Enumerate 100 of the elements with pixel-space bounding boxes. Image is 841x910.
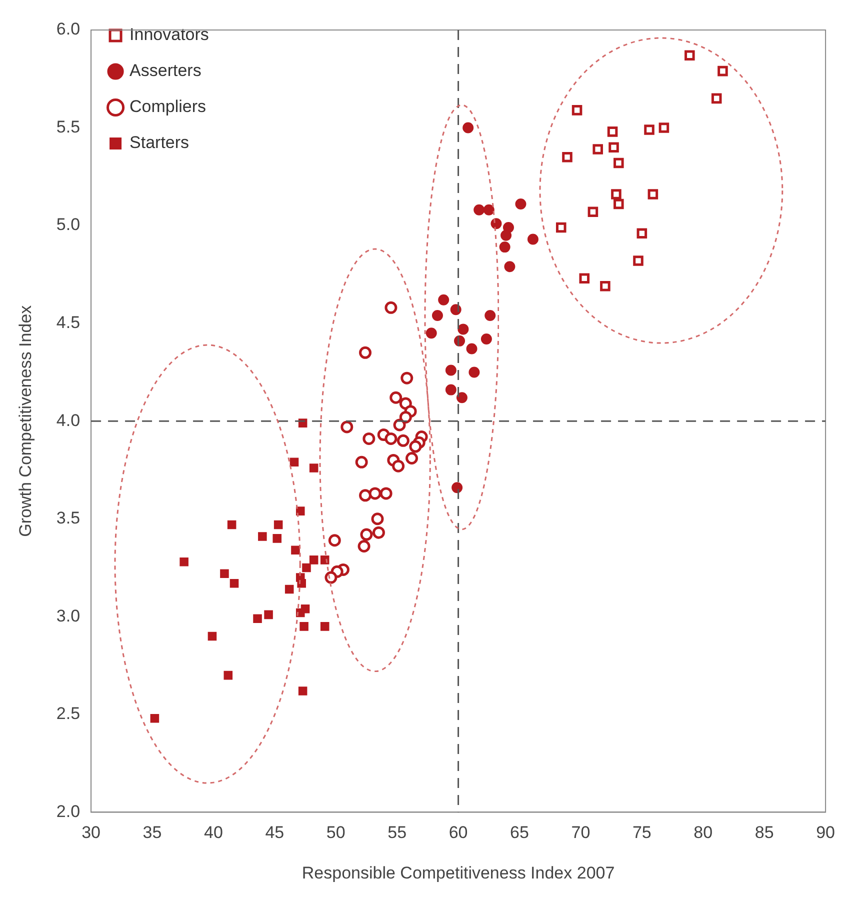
point: [600, 281, 610, 292]
x-tick-label: 90: [816, 823, 836, 842]
point: [300, 622, 308, 631]
point: [718, 66, 728, 76]
y-tick-label: 3.0: [56, 606, 80, 626]
point: [380, 487, 392, 500]
point: [264, 610, 273, 620]
point: [445, 384, 456, 396]
point: [220, 569, 229, 578]
point: [297, 579, 306, 588]
point: [611, 189, 622, 200]
point: [371, 512, 384, 526]
point: [284, 584, 294, 594]
point: [150, 714, 160, 723]
point: [504, 261, 516, 272]
point: [298, 686, 308, 696]
x-tick-label: 35: [142, 823, 162, 842]
point: [483, 204, 494, 216]
point: [384, 301, 398, 314]
y-tick-label: 5.0: [56, 215, 80, 234]
point: [340, 420, 354, 434]
point: [180, 558, 188, 566]
x-tick-label: 40: [204, 823, 223, 842]
x-tick-label: 30: [82, 823, 100, 842]
legend-label: Starters: [130, 133, 190, 152]
point: [562, 152, 572, 162]
point: [500, 230, 512, 241]
point: [309, 556, 318, 564]
y-tick-label: 5.5: [56, 117, 80, 136]
y-tick-label: 4.5: [56, 313, 80, 332]
point: [253, 614, 262, 623]
y-tick-label: 2.5: [56, 704, 80, 724]
point: [426, 328, 437, 339]
x-tick-label: 85: [754, 823, 774, 842]
point: [458, 324, 469, 335]
point: [358, 540, 370, 552]
point: [572, 105, 582, 116]
point: [445, 364, 456, 376]
point: [290, 458, 299, 467]
x-tick-label: 45: [265, 823, 284, 842]
point: [468, 366, 480, 378]
point: [396, 434, 410, 447]
point: [466, 343, 478, 354]
y-tick-label: 4.0: [56, 410, 80, 430]
point: [614, 158, 624, 168]
point: [658, 122, 670, 133]
point: [406, 452, 418, 465]
point: [409, 440, 422, 453]
point: [608, 142, 619, 152]
point: [579, 273, 590, 284]
point: [372, 526, 385, 539]
point: [324, 571, 338, 584]
legend-label: Asserters: [130, 61, 202, 80]
point: [644, 124, 654, 135]
legend-label: Innovators: [130, 25, 209, 44]
point: [636, 228, 648, 239]
point: [400, 372, 414, 384]
point: [230, 579, 239, 588]
y-tick-label: 3.5: [56, 508, 80, 528]
point: [711, 93, 722, 104]
x-axis-title: Responsible Competitiveness Index 2007: [302, 863, 615, 882]
point: [320, 556, 330, 564]
point: [224, 670, 233, 680]
point: [291, 546, 300, 555]
point: [633, 256, 644, 266]
point: [362, 432, 376, 445]
x-tick-label: 80: [694, 823, 713, 842]
point: [390, 391, 402, 404]
x-tick-label: 65: [510, 823, 529, 842]
legend-label: Compliers: [130, 97, 206, 116]
x-tick-label: 70: [571, 823, 590, 842]
point: [588, 206, 598, 217]
x-tick-label: 55: [388, 823, 407, 842]
y-tick-label: 6.0: [56, 20, 80, 39]
point: [368, 487, 382, 500]
point: [384, 432, 398, 445]
point: [359, 346, 372, 359]
point: [258, 532, 267, 541]
point: [302, 563, 311, 572]
point: [592, 144, 603, 154]
point: [527, 234, 538, 245]
point: [360, 528, 373, 541]
point: [432, 310, 443, 322]
point: [438, 294, 450, 306]
point: [392, 460, 405, 472]
point: [462, 122, 474, 134]
y-tick-label: 2.0: [56, 802, 80, 821]
point: [274, 520, 283, 530]
point: [648, 189, 658, 200]
point: [684, 50, 695, 61]
point: [556, 222, 566, 233]
point: [614, 198, 624, 210]
point: [300, 604, 310, 614]
x-tick-label: 50: [326, 823, 346, 842]
point: [452, 482, 463, 494]
point: [359, 489, 372, 502]
x-tick-label: 60: [448, 823, 468, 842]
point: [296, 506, 305, 516]
point: [227, 520, 236, 530]
point: [499, 242, 510, 253]
